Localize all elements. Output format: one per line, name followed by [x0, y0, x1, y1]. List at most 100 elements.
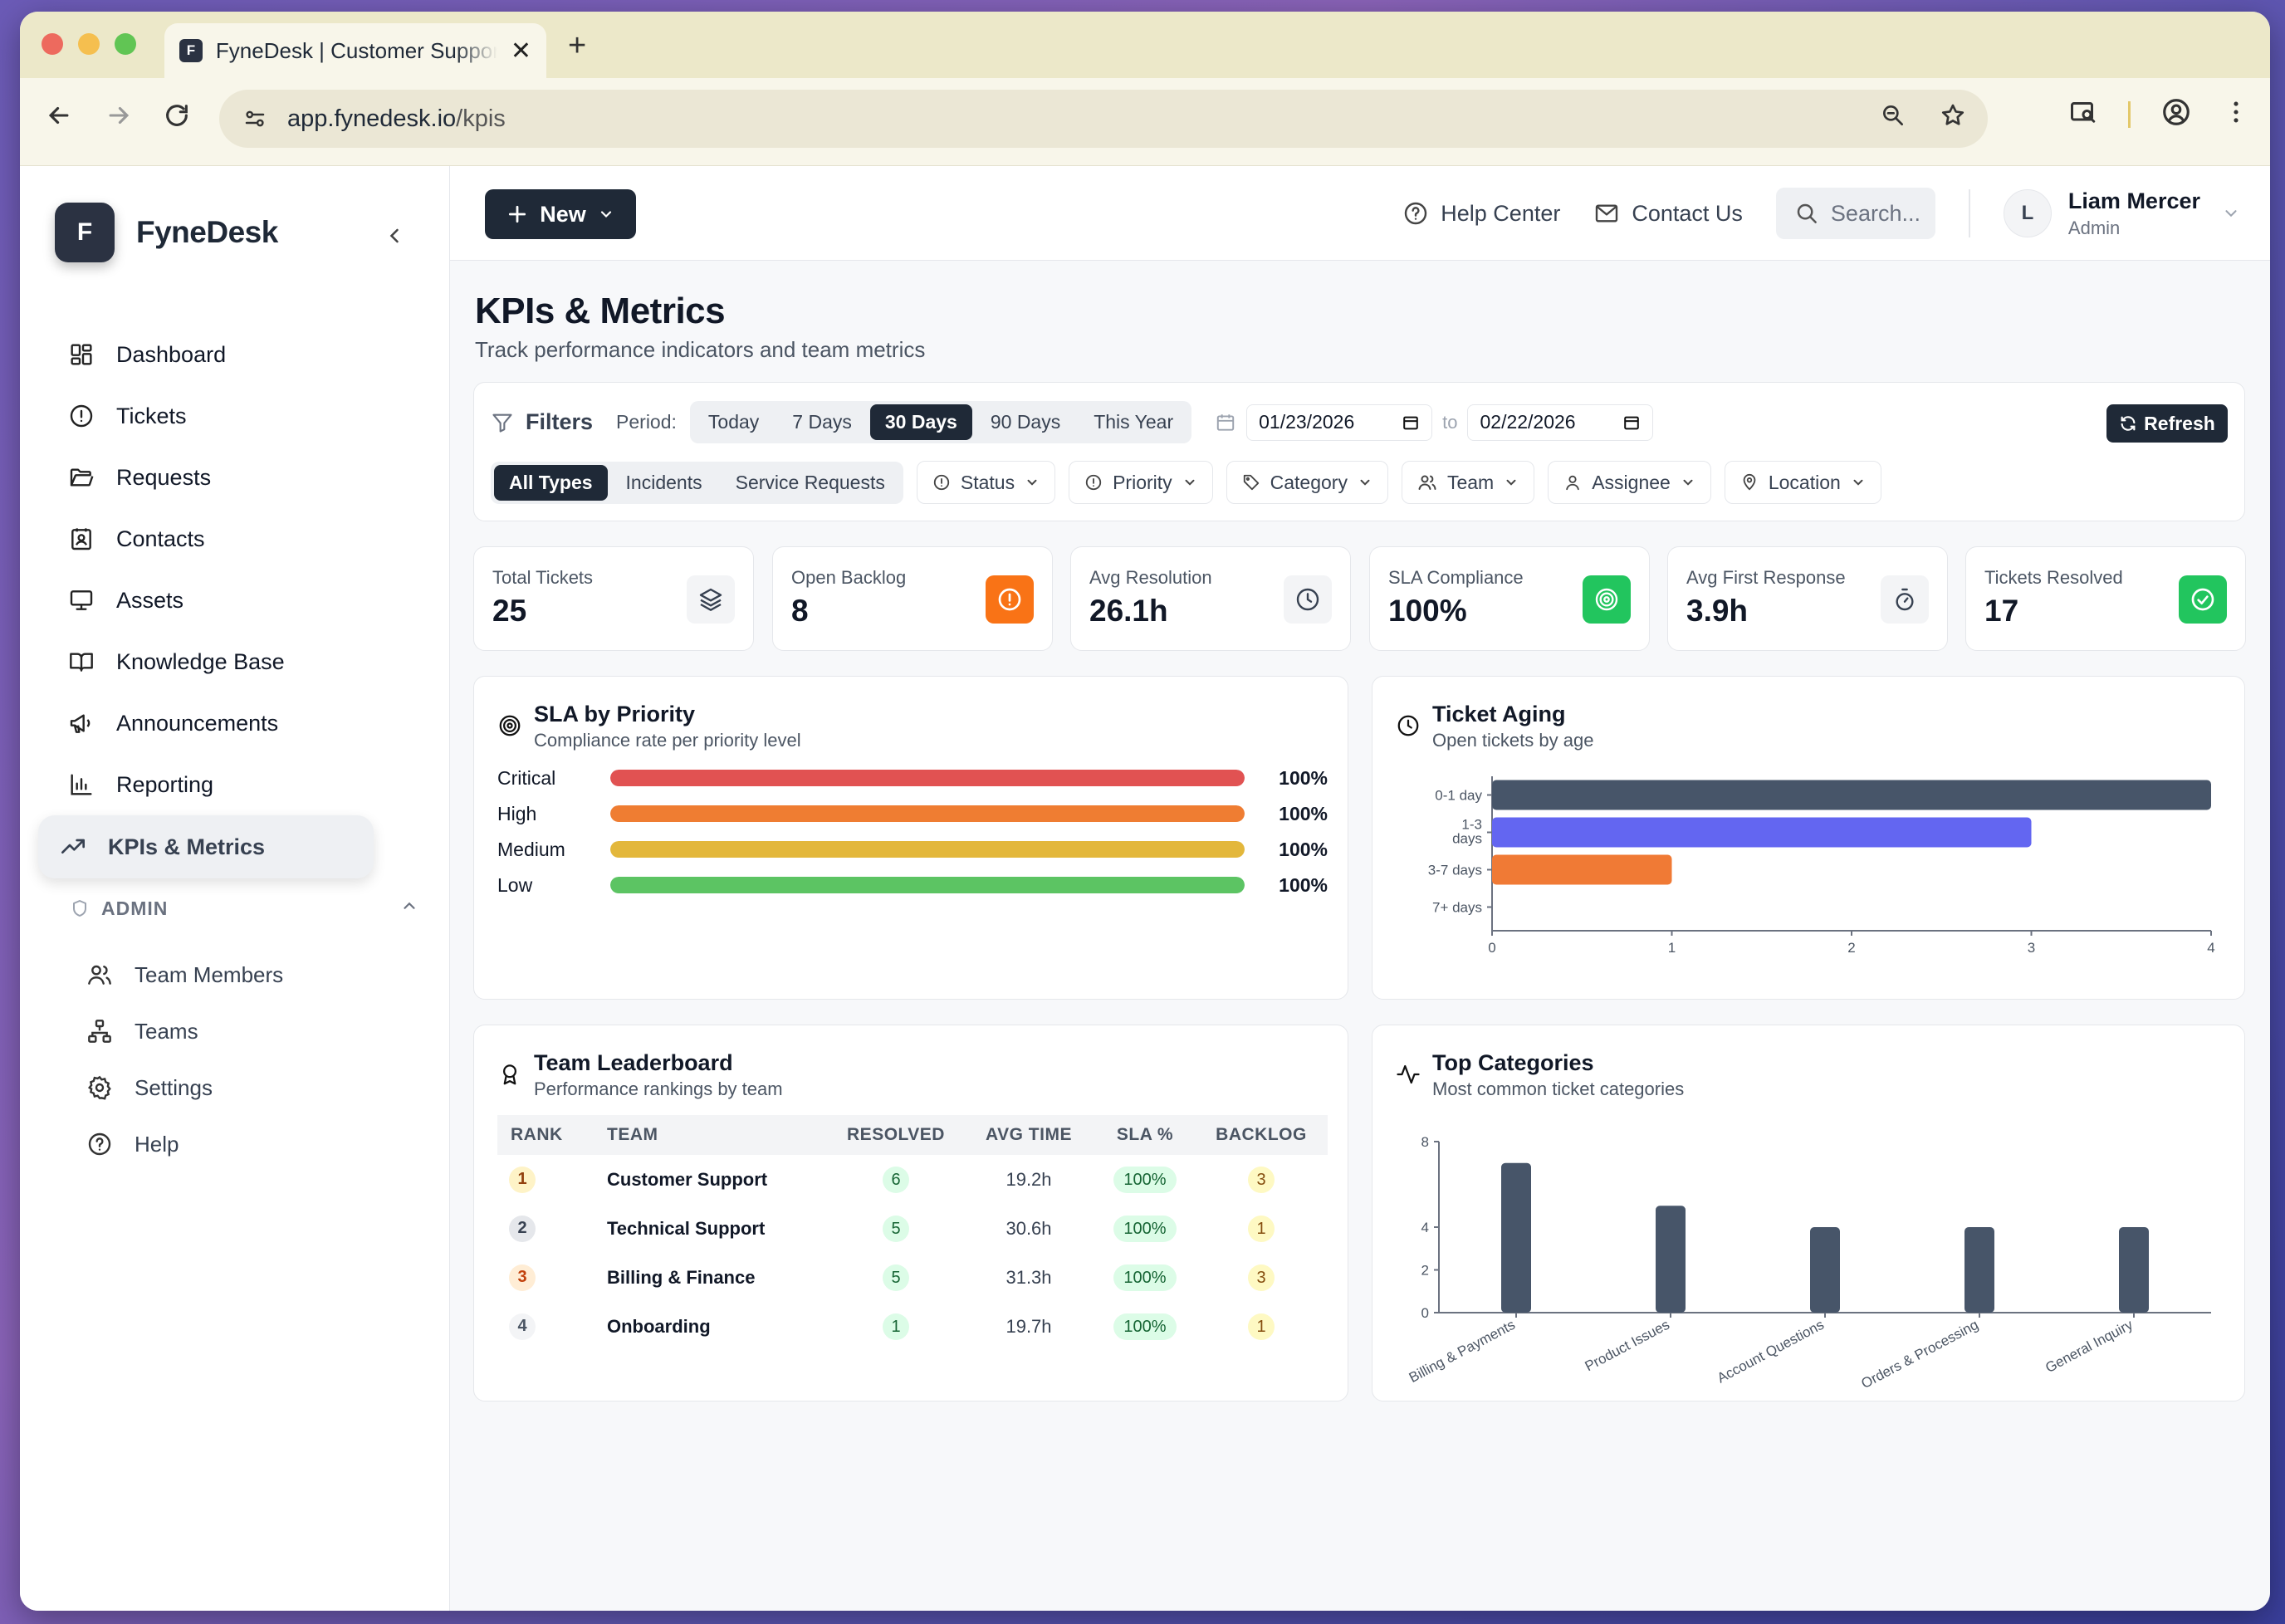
table-row[interactable]: 3 Billing & Finance 5 31.3h 100% 3	[497, 1253, 1328, 1302]
period-90-days[interactable]: 90 Days	[990, 411, 1061, 433]
period-7-days[interactable]: 7 Days	[792, 411, 852, 433]
new-button[interactable]: New	[485, 189, 636, 239]
sidebar-item-label: Requests	[116, 464, 212, 490]
stat-card-total-tickets: Total Tickets 25	[473, 546, 754, 651]
sidebar-item-kpis-metrics[interactable]: KPIs & Metrics	[38, 815, 374, 878]
gear-icon	[87, 1075, 111, 1100]
table-row[interactable]: 4 Onboarding 1 19.7h 100% 1	[497, 1302, 1328, 1351]
user-icon	[1566, 475, 1580, 491]
panel-title: SLA by Priority	[534, 702, 696, 726]
panel-title: Top Categories	[1432, 1050, 1594, 1075]
sla-row-high: High 100%	[497, 797, 1344, 830]
backlog-pill: 1	[1248, 1215, 1275, 1242]
sla-pill: 100%	[1113, 1264, 1177, 1291]
page-subtitle: Track performance indicators and team me…	[475, 337, 926, 362]
sla-percent: 100%	[1279, 838, 1328, 860]
sidebar-item-tickets[interactable]: Tickets	[50, 385, 415, 447]
bookmark-star-icon[interactable]	[1940, 102, 1966, 135]
sla-bar-track	[610, 770, 1245, 786]
close-window-button[interactable]	[42, 33, 63, 55]
priority-dropdown[interactable]: Priority	[1069, 461, 1213, 504]
reload-icon[interactable]	[163, 101, 191, 137]
sidebar-item-requests[interactable]: Requests	[50, 447, 415, 508]
category-dropdown[interactable]: Category	[1226, 461, 1388, 504]
ticket-aging-panel: Ticket Aging Open tickets by age 0-1 day…	[1372, 676, 2245, 1000]
sidebar-item-help[interactable]: Help	[68, 1116, 283, 1172]
sidebar-item-teams[interactable]: Teams	[68, 1003, 283, 1059]
type-incidents[interactable]: Incidents	[625, 471, 702, 493]
team-dropdown[interactable]: Team	[1401, 461, 1535, 504]
table-row[interactable]: 1 Customer Support 6 19.2h 100% 3	[497, 1155, 1328, 1204]
table-row[interactable]: 2 Technical Support 5 30.6h 100% 1	[497, 1204, 1328, 1253]
forward-icon[interactable]	[105, 101, 133, 137]
column-header-backlog[interactable]: BACKLOG	[1195, 1115, 1328, 1155]
profile-icon[interactable]	[2160, 96, 2192, 132]
sidebar-item-label: Reporting	[116, 771, 214, 797]
stat-value: 26.1h	[1089, 594, 1168, 628]
type-all[interactable]: All Types	[494, 464, 608, 501]
topbar: New Help Center Contact Us Search...	[450, 166, 2270, 261]
chevron-down-icon	[1506, 479, 1516, 486]
period-30-days[interactable]: 30 Days	[869, 404, 972, 440]
brand[interactable]: F FyneDesk	[55, 203, 278, 262]
location-dropdown[interactable]: Location	[1724, 461, 1881, 504]
date-to-input[interactable]: 02/22/2026	[1467, 404, 1654, 441]
sidebar-item-team-members[interactable]: Team Members	[68, 947, 283, 1003]
column-header-sla[interactable]: SLA %	[1095, 1115, 1195, 1155]
tab-search-icon[interactable]	[2068, 97, 2098, 131]
sidebar-item-knowledge-base[interactable]: Knowledge Base	[50, 631, 415, 692]
sla-priority-name: Medium	[497, 838, 565, 860]
user-menu[interactable]: L Liam Mercer Admin	[2003, 188, 2240, 239]
back-icon[interactable]	[45, 101, 73, 137]
avg-time: 31.3h	[1005, 1266, 1052, 1288]
x-tick-label: General Inquiry	[2043, 1317, 2136, 1377]
sidebar-item-settings[interactable]: Settings	[68, 1059, 283, 1116]
help-center-link[interactable]: Help Center	[1402, 200, 1560, 227]
calendar-picker-icon[interactable]	[1622, 413, 1641, 432]
chevron-down-icon	[1853, 479, 1863, 486]
map-pin-icon	[1743, 473, 1756, 491]
assignee-dropdown[interactable]: Assignee	[1548, 461, 1711, 504]
address-bar[interactable]: app.fynedesk.io/kpis	[219, 90, 1988, 148]
browser-tab[interactable]: F FyneDesk | Customer Support ✕	[164, 23, 546, 78]
target-icon	[499, 715, 521, 736]
column-header-team[interactable]: TEAM	[597, 1115, 829, 1155]
close-tab-icon[interactable]: ✕	[510, 37, 531, 65]
period-this-year[interactable]: This Year	[1094, 411, 1174, 433]
type-service-requests[interactable]: Service Requests	[735, 471, 885, 493]
sidebar-item-reporting[interactable]: Reporting	[50, 754, 415, 815]
sidebar-item-dashboard[interactable]: Dashboard	[50, 324, 415, 385]
refresh-button[interactable]: Refresh	[2106, 404, 2228, 443]
maximize-window-button[interactable]	[115, 33, 136, 55]
browser-menu-icon[interactable]	[2222, 98, 2250, 130]
collapse-sidebar-icon[interactable]	[383, 224, 406, 254]
status-dropdown[interactable]: Status	[916, 461, 1056, 504]
stat-value: 3.9h	[1686, 594, 1749, 628]
zoom-icon[interactable]	[1880, 102, 1906, 135]
column-header-resolved[interactable]: RESOLVED	[829, 1115, 962, 1155]
admin-section-toggle[interactable]: ADMIN	[70, 897, 418, 920]
users-icon	[88, 965, 111, 985]
stat-card-open-backlog: Open Backlog 8	[772, 546, 1053, 651]
favicon-icon: F	[179, 39, 203, 62]
x-tick-label: 1	[1668, 940, 1676, 956]
minimize-window-button[interactable]	[78, 33, 100, 55]
sidebar-item-announcements[interactable]: Announcements	[50, 692, 415, 754]
period-today[interactable]: Today	[707, 411, 760, 433]
sidebar-item-assets[interactable]: Assets	[50, 570, 415, 631]
contact-us-link[interactable]: Contact Us	[1593, 200, 1743, 227]
team-name: Technical Support	[607, 1217, 766, 1239]
column-header-avg-time[interactable]: AVG TIME	[962, 1115, 1095, 1155]
search-input[interactable]: Search...	[1775, 188, 1935, 239]
site-settings-icon[interactable]	[241, 105, 269, 133]
date-from-value: 01/23/2026	[1259, 411, 1355, 433]
stat-card-tickets-resolved: Tickets Resolved 17	[1965, 546, 2246, 651]
calendar-picker-icon[interactable]	[1402, 413, 1420, 432]
new-tab-icon[interactable]: +	[568, 28, 587, 63]
date-from-input[interactable]: 01/23/2026	[1246, 404, 1433, 441]
team-name: Customer Support	[607, 1168, 768, 1190]
column-header-rank[interactable]: RANK	[497, 1115, 597, 1155]
sidebar-item-contacts[interactable]: Contacts	[50, 508, 415, 570]
org-chart-icon	[88, 1020, 111, 1043]
panel-subtitle: Compliance rate per priority level	[534, 730, 801, 751]
